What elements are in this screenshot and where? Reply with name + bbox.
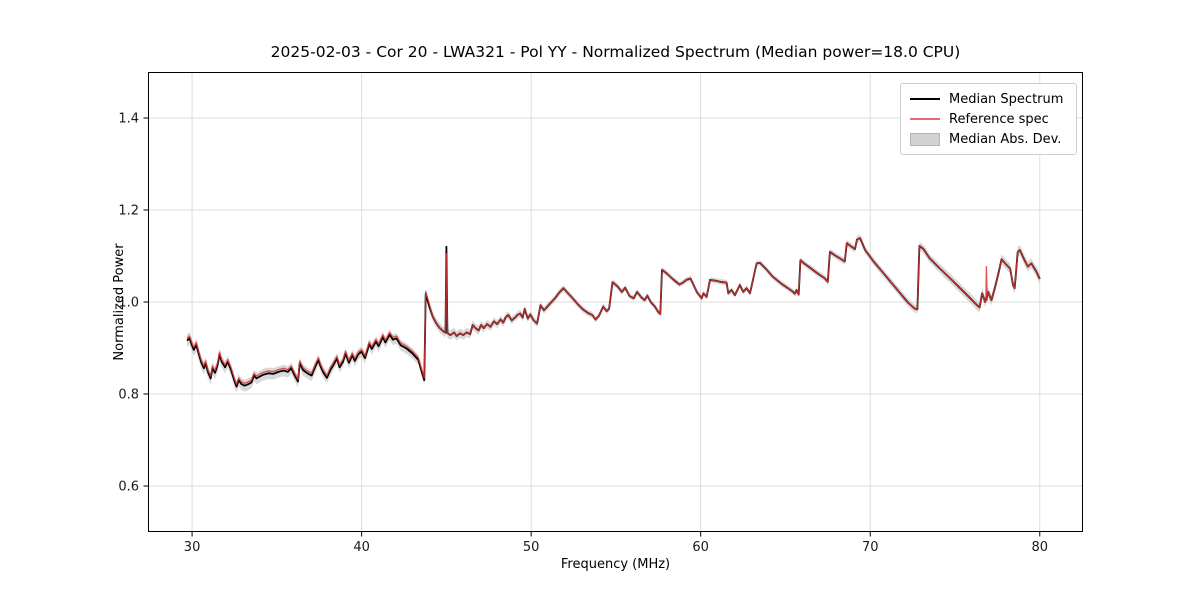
x-tick-label: 50 <box>523 540 540 555</box>
legend-label: Reference spec <box>949 111 1049 127</box>
x-tick-label: 70 <box>862 540 879 555</box>
axes-spines <box>148 72 1083 532</box>
legend-label: Median Abs. Dev. <box>949 131 1062 147</box>
legend-label: Median Spectrum <box>949 91 1064 107</box>
median-line-swatch <box>910 98 940 100</box>
chart-title: 2025-02-03 - Cor 20 - LWA321 - Pol YY - … <box>270 43 961 61</box>
legend-item-reference-spec: Reference spec <box>910 109 1067 129</box>
legend-item-median-spectrum: Median Spectrum <box>910 89 1067 109</box>
x-tick-label: 40 <box>353 540 370 555</box>
y-tick-label: 1.2 <box>118 204 139 219</box>
x-tick-label: 60 <box>692 540 709 555</box>
y-tick-label: 1.0 <box>118 296 139 311</box>
y-tick-label: 0.6 <box>118 480 139 495</box>
legend-item-median-abs-dev: Median Abs. Dev. <box>910 129 1067 149</box>
y-tick-label: 0.8 <box>118 388 139 403</box>
y-tick-label: 1.4 <box>118 112 139 127</box>
reference-line-swatch <box>910 118 940 120</box>
x-axis-label: Frequency (MHz) <box>560 557 671 572</box>
x-tick-label: 80 <box>1031 540 1048 555</box>
legend: Median Spectrum Reference spec Median Ab… <box>900 83 1077 155</box>
mad-band <box>187 234 1040 393</box>
y-axis-label: Normalized Power <box>112 243 127 361</box>
mad-patch-swatch <box>910 132 940 146</box>
x-tick-label: 30 <box>184 540 201 555</box>
reference-spec-line <box>186 237 1041 385</box>
